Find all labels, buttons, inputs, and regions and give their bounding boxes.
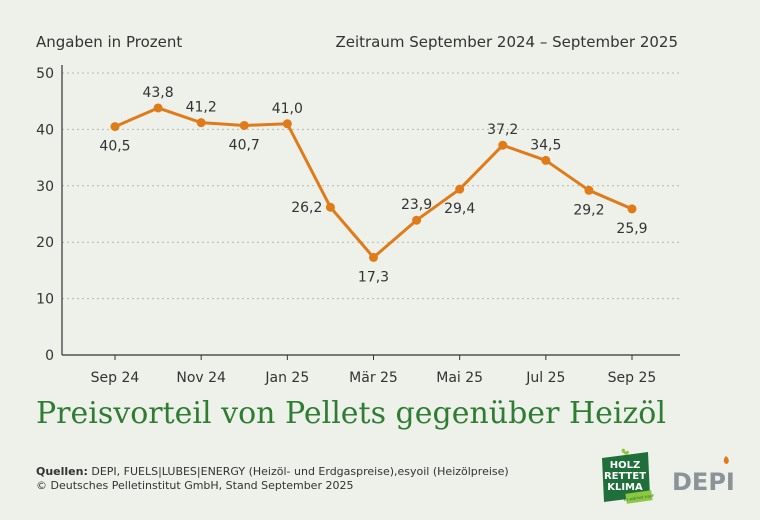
unit-label: Angaben in Prozent [36,33,183,51]
y-tick-label: 40 [36,122,54,138]
x-tick-label: Sep 25 [608,370,657,386]
data-point [282,119,292,129]
x-tick-label: Mai 25 [436,370,483,386]
y-tick-label: 30 [36,179,54,195]
holz-line3: KLIMA [607,482,643,493]
data-label: 25,9 [616,221,647,237]
data-label: 29,4 [444,201,475,217]
depi-wordmark: DEPI [672,468,735,496]
data-label: 40,7 [229,137,260,153]
line-chart: 0 10 20 30 40 50 Sep 24 Nov 24 Jan 25 Mär 25 Mai … [36,65,680,386]
x-tick-label: Jan 25 [264,370,309,386]
data-point [239,120,249,130]
y-tick-label: 50 [36,66,54,82]
holz-badge: Es wächst nach [623,493,654,502]
data-label: 23,9 [401,197,432,213]
y-tick-label: 10 [36,292,54,308]
holz-rettet-klima-logo: HOLZ RETTET KLIMA Es wächst nach [602,448,654,504]
data-point [110,122,120,132]
data-label: 37,2 [487,122,518,138]
x-axis: Sep 24 Nov 24 Jan 25 Mär 25 Mai 25 Jul 25 Sep … [62,354,680,386]
data-label: 40,5 [99,139,130,155]
data-point [325,202,335,212]
sources-text: DEPI, FUELS|LUBES|ENERGY (Heizöl- und Er… [87,465,509,478]
data-points [110,103,637,262]
y-tick-label: 0 [45,348,54,364]
data-point [369,252,378,262]
chart-title: Preisvorteil von Pellets gegenüber Heizö… [36,396,666,431]
holz-line1: HOLZ [610,460,641,471]
copyright: © Deutsches Pelletinstitut GmbH, Stand S… [36,479,354,492]
data-label: 41,0 [272,101,303,117]
data-point [455,184,465,194]
sources-prefix: Quellen: [36,465,88,478]
depi-logo: DEPI [672,456,735,496]
data-point [584,185,594,195]
x-tick-label: Sep 24 [91,370,140,386]
data-point [498,140,508,150]
sources: Quellen: DEPI, FUELS|LUBES|ENERGY (Heizö… [36,465,576,493]
data-label: 26,2 [291,200,322,216]
holz-line2: RETTET [604,471,646,482]
data-label: 17,3 [358,269,389,285]
data-label: 34,5 [530,137,561,153]
x-tick-label: Nov 24 [176,370,226,386]
data-labels: 40,5 43,8 41,2 40,7 41,0 26,2 17,3 23,9 29,4 37,2… [99,85,647,285]
data-label: 41,2 [186,100,217,116]
data-point [627,204,637,214]
y-axis: 0 10 20 30 40 50 [36,65,63,364]
data-point [541,155,551,165]
series-line [114,106,633,259]
x-tick-label: Mär 25 [349,370,398,386]
data-point [196,118,206,128]
data-point [412,215,422,225]
data-label: 29,2 [573,202,604,218]
x-tick-label: Jul 25 [525,370,565,386]
data-label: 43,8 [142,85,173,101]
period-label: Zeitraum September 2024 – September 2025 [335,33,678,51]
data-point [153,103,163,113]
y-tick-label: 20 [36,235,54,251]
grid-lines [62,72,680,300]
